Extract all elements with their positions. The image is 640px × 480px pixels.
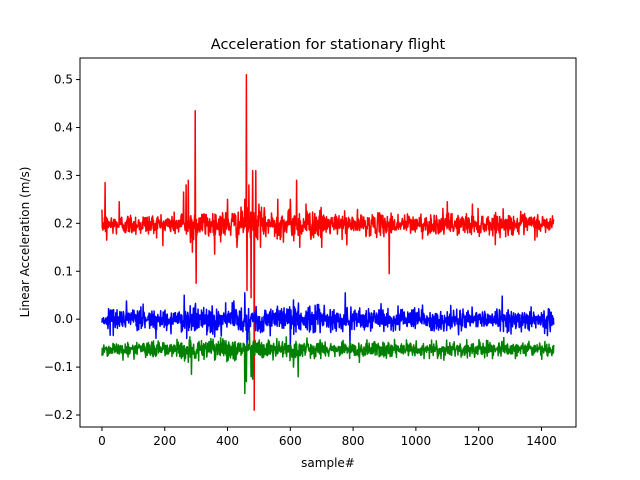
chart-title: Acceleration for stationary flight xyxy=(211,37,446,53)
y-tick-label: −0.2 xyxy=(44,408,73,422)
y-tick-label: 0.3 xyxy=(54,168,73,182)
series-layer xyxy=(101,74,555,411)
x-axis-label: sample# xyxy=(301,456,355,470)
series-line-0 xyxy=(101,74,555,411)
plot-frame xyxy=(79,57,577,428)
x-axis: 0 200 400 600 800 1000 1200 1400 xyxy=(98,427,557,448)
x-tick-label: 1400 xyxy=(526,434,557,448)
x-tick-label: 400 xyxy=(216,434,239,448)
x-tick-label: 1200 xyxy=(463,434,494,448)
y-tick-label: 0.1 xyxy=(54,264,73,278)
x-tick-label: 1000 xyxy=(401,434,432,448)
y-tick-label: 0.4 xyxy=(54,120,73,134)
y-tick-label: 0.5 xyxy=(54,73,73,87)
y-tick-label: 0.0 xyxy=(54,312,73,326)
series-line-2 xyxy=(101,330,555,395)
y-axis-label: Linear Acceleration (m/s) xyxy=(18,167,32,318)
series-line-1 xyxy=(101,292,555,349)
x-tick-label: 800 xyxy=(342,434,365,448)
x-tick-label: 0 xyxy=(98,434,106,448)
y-tick-label: −0.1 xyxy=(44,360,73,374)
y-tick-label: 0.2 xyxy=(54,216,73,230)
y-axis: −0.2 −0.1 0.0 0.1 0.2 0.3 0.4 0.5 xyxy=(44,73,80,422)
x-tick-label: 200 xyxy=(153,434,176,448)
x-tick-label: 600 xyxy=(279,434,302,448)
